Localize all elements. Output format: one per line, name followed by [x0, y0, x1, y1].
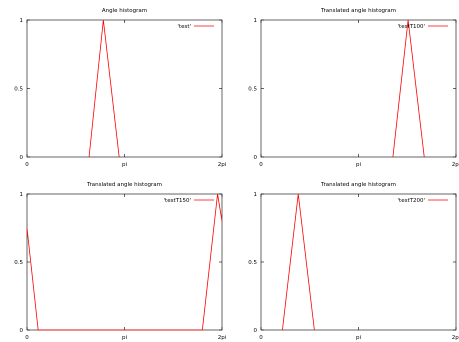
y-tick-label: 1 [20, 192, 24, 198]
series-line [282, 193, 315, 331]
plot-frame [26, 19, 223, 158]
chart-panel-4: Translated angle histogram 0 0.5 1 0 pi 2pi 'te… [248, 182, 459, 341]
legend-label: 'testT150' [164, 198, 191, 204]
y-tick-label: 0 [254, 155, 258, 161]
x-tick-label: pi [122, 335, 127, 341]
chart-title: Angle histogram [102, 8, 147, 14]
x-tick-label: 0 [25, 162, 29, 168]
y-tick-label: 0 [254, 328, 258, 334]
chart-title: Translated angle histogram [320, 8, 396, 14]
x-tick-label: 2pi [218, 335, 227, 341]
legend-label: 'testT100' [398, 24, 425, 30]
legend-label: 'test' [177, 24, 191, 30]
x-tick-label: pi [122, 162, 127, 168]
series-line [392, 19, 425, 158]
chart-title: Translated angle histogram [86, 182, 162, 188]
plot-frame [260, 19, 457, 158]
y-tick-label: 1 [20, 18, 24, 24]
x-tick-label: 2pi [218, 162, 227, 168]
x-tick-label: 0 [25, 335, 29, 341]
y-tick-label: 0.5 [14, 260, 23, 266]
x-tick-label: pi [356, 335, 361, 341]
series-line [26, 193, 223, 331]
y-tick-label: 1 [254, 18, 258, 24]
chart-panel-2: Translated angle histogram 0 0.5 1 0 pi 2pi 'te… [248, 8, 459, 168]
y-tick-label: 1 [254, 192, 258, 198]
chart-panel-1: Angle histogram 0 0.5 1 0 pi 2pi 'test' [14, 8, 226, 168]
y-tick-label: 0.5 [14, 87, 23, 93]
x-tick-label: 2pi [452, 162, 459, 168]
x-tick-label: pi [356, 162, 361, 168]
plot-frame [26, 193, 223, 331]
chart-panel-3: Translated angle histogram 0 0.5 1 0 pi 2pi 'te… [14, 182, 226, 341]
legend-label: 'testT200' [398, 198, 425, 204]
x-tick-label: 2pi [452, 335, 459, 341]
y-tick-label: 0 [20, 328, 24, 334]
x-tick-label: 0 [259, 162, 263, 168]
y-tick-label: 0.5 [248, 260, 257, 266]
series-line [88, 19, 120, 158]
chart-title: Translated angle histogram [320, 182, 396, 188]
y-tick-label: 0.5 [248, 87, 257, 93]
y-tick-label: 0 [20, 155, 24, 161]
x-tick-label: 0 [259, 335, 263, 341]
